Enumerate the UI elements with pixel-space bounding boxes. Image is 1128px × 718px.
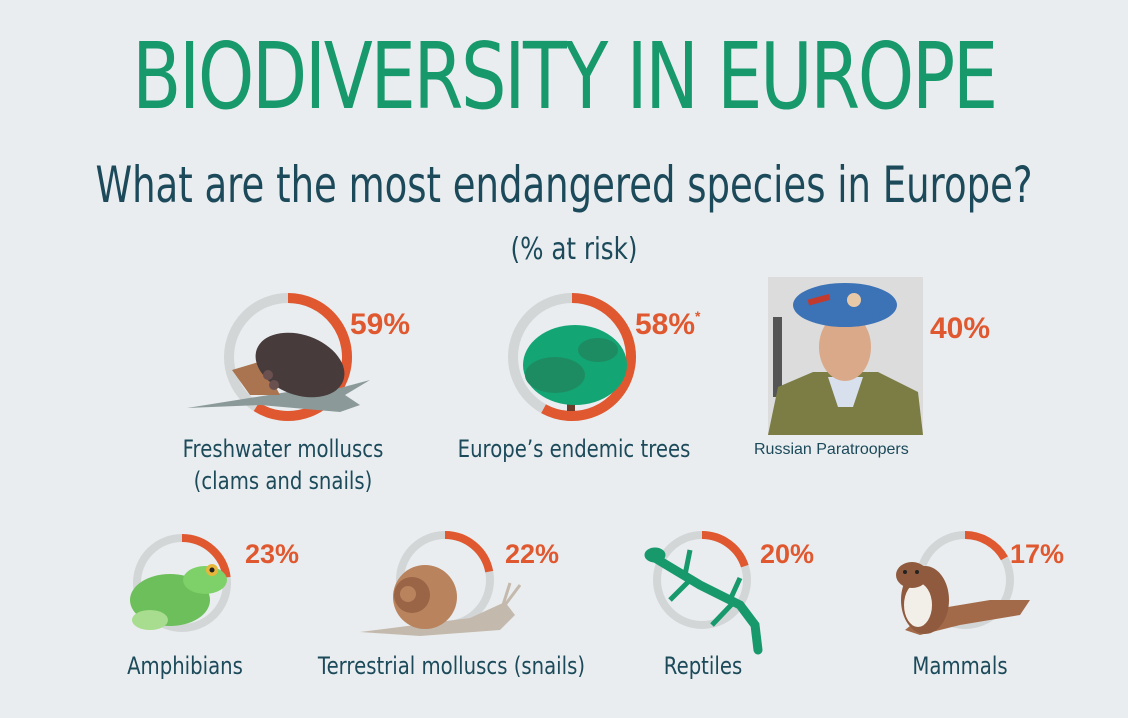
value-label-terrestrial-molluscs: 22% <box>505 539 560 569</box>
category-label-amphibians: Amphibians <box>127 652 243 680</box>
category-label-freshwater-molluscs: Freshwater molluscs (clams and snails) <box>160 433 406 497</box>
donut-arc-endemic-trees <box>541 293 636 421</box>
value-label-reptiles: 20% <box>760 539 815 569</box>
value-label-paratroopers: 40% <box>930 312 991 345</box>
category-label-reptiles: Reptiles <box>663 652 743 680</box>
donut-arc-mammals <box>964 531 1008 561</box>
paratrooper-portrait <box>768 277 923 435</box>
value-label-endemic-trees: 58%* <box>635 308 701 342</box>
lizard-icon <box>644 547 763 655</box>
value-label-mammals: 17% <box>1010 539 1065 569</box>
freshwater-snail-icon <box>187 332 370 412</box>
page-title: BIODIVERSITY IN EUROPE <box>132 23 998 130</box>
unit-label: (% at risk) <box>510 232 638 267</box>
label-line-1: Freshwater molluscs <box>182 435 384 463</box>
donut-arc-terrestrial-molluscs <box>444 531 494 573</box>
frog-icon <box>130 564 227 630</box>
otter-icon <box>896 562 1030 635</box>
donut-arc-freshwater-molluscs <box>253 293 352 421</box>
tree-icon <box>523 325 627 411</box>
category-label-terrestrial-molluscs: Terrestrial molluscs (snails) <box>317 652 586 680</box>
donut-arc-amphibians <box>181 534 231 579</box>
value-label-freshwater-molluscs: 59% <box>350 308 411 341</box>
label-line-2: (clams and snails) <box>193 467 373 495</box>
category-label-paratroopers: Russian Paratroopers <box>754 441 909 458</box>
value-label-amphibians: 23% <box>245 539 300 569</box>
snail-icon <box>360 565 522 636</box>
category-label-endemic-trees: Europe’s endemic trees <box>457 435 691 463</box>
footnote-asterisk: * <box>695 308 701 324</box>
page-subtitle: What are the most endangered species in … <box>95 156 1033 214</box>
donut-arc-reptiles <box>701 531 749 568</box>
value-text: 58% <box>635 308 696 341</box>
category-label-mammals: Mammals <box>912 652 1008 680</box>
